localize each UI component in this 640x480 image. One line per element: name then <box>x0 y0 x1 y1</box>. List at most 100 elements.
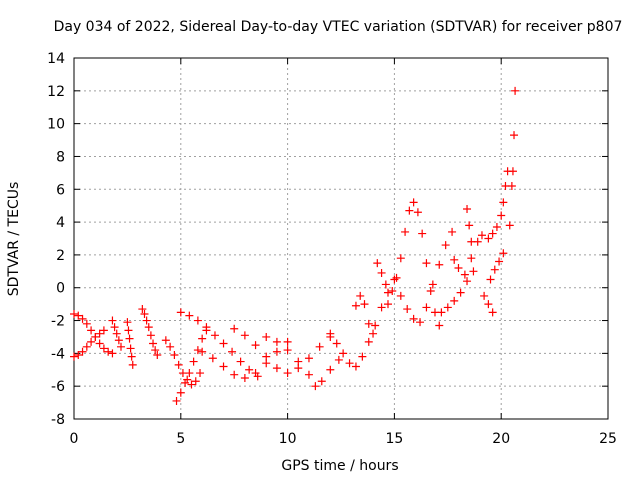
data-point <box>426 287 435 296</box>
data-point <box>142 316 151 325</box>
y-tick-label: 0 <box>56 281 65 297</box>
data-point <box>193 346 202 355</box>
data-point <box>198 347 207 356</box>
data-point <box>262 352 271 361</box>
data-point <box>210 331 219 340</box>
data-point <box>110 323 119 332</box>
data-point <box>272 337 281 346</box>
data-point <box>181 378 190 387</box>
x-tick-label: 25 <box>599 431 617 447</box>
data-point <box>146 331 155 340</box>
data-point <box>208 354 217 363</box>
data-point <box>219 362 228 371</box>
y-axis-label: SDTVAR / TECUs <box>6 182 22 297</box>
series-trace-f <box>230 324 343 391</box>
data-point <box>176 308 185 317</box>
data-point <box>138 305 147 314</box>
data-point <box>251 341 260 350</box>
data-point <box>416 318 425 327</box>
data-point <box>497 211 506 220</box>
data-point <box>428 280 437 289</box>
data-point <box>70 352 78 361</box>
data-point <box>405 206 414 215</box>
data-point <box>484 234 493 243</box>
data-point <box>114 336 123 345</box>
data-point <box>465 221 474 230</box>
data-point <box>435 260 444 269</box>
data-point <box>450 255 459 264</box>
data-point <box>251 369 260 378</box>
data-point <box>358 352 367 361</box>
y-tick-label: 2 <box>56 248 65 264</box>
data-point <box>495 257 504 266</box>
data-point <box>484 300 493 309</box>
data-point <box>236 357 245 366</box>
data-point <box>488 308 497 317</box>
data-point <box>396 254 405 263</box>
data-point <box>230 324 239 333</box>
data-point <box>403 305 412 314</box>
data-point <box>488 229 497 238</box>
data-point <box>219 339 228 348</box>
data-point <box>311 382 320 391</box>
data-point <box>467 237 476 246</box>
data-point <box>128 360 137 369</box>
data-point <box>70 309 78 318</box>
data-point <box>161 336 170 345</box>
data-point <box>187 380 196 389</box>
y-tick-label: 4 <box>56 215 65 231</box>
data-point <box>191 377 200 386</box>
data-point <box>499 249 508 258</box>
data-point <box>99 344 108 353</box>
series-trace-e <box>176 308 292 382</box>
data-point <box>78 314 87 323</box>
data-point <box>82 319 91 328</box>
data-point <box>149 339 158 348</box>
data-point <box>185 369 194 378</box>
data-point <box>304 370 313 379</box>
y-tick-label: -6 <box>51 379 65 395</box>
data-point <box>176 388 185 397</box>
data-point <box>390 275 399 284</box>
data-point <box>123 318 132 327</box>
data-point <box>170 351 179 360</box>
points-layer <box>70 86 520 405</box>
data-point <box>294 357 303 366</box>
series-trace-g <box>326 259 392 371</box>
data-point <box>505 221 514 230</box>
data-point <box>480 291 489 300</box>
x-tick-label: 20 <box>492 431 510 447</box>
data-point <box>127 352 136 361</box>
data-point <box>369 329 378 338</box>
data-point <box>315 342 324 351</box>
data-point <box>151 346 160 355</box>
data-point <box>112 329 121 338</box>
tick-layer: 0 5 10 15 20 25 -8 -6 -4 -2 0 2 4 6 8 10 12 14 <box>47 51 617 447</box>
data-point <box>185 311 194 320</box>
data-point <box>125 334 134 343</box>
data-point <box>326 365 335 374</box>
data-point <box>245 365 254 374</box>
grid-layer <box>74 58 608 419</box>
data-point <box>454 264 463 273</box>
data-point <box>383 300 392 309</box>
data-point <box>91 332 100 341</box>
x-tick-label: 10 <box>279 431 297 447</box>
data-point <box>437 308 446 317</box>
y-tick-label: 12 <box>47 84 65 100</box>
x-tick-label: 0 <box>70 431 79 447</box>
y-tick-label: 6 <box>56 182 65 198</box>
data-point <box>116 342 125 351</box>
data-point <box>401 227 410 236</box>
data-point <box>74 351 83 360</box>
data-point <box>364 319 373 328</box>
data-point <box>508 167 517 176</box>
data-point <box>422 259 431 268</box>
data-point <box>240 373 249 382</box>
data-point <box>230 370 239 379</box>
data-point <box>507 181 516 190</box>
data-point <box>283 369 292 378</box>
data-point <box>477 231 486 240</box>
data-point <box>262 332 271 341</box>
